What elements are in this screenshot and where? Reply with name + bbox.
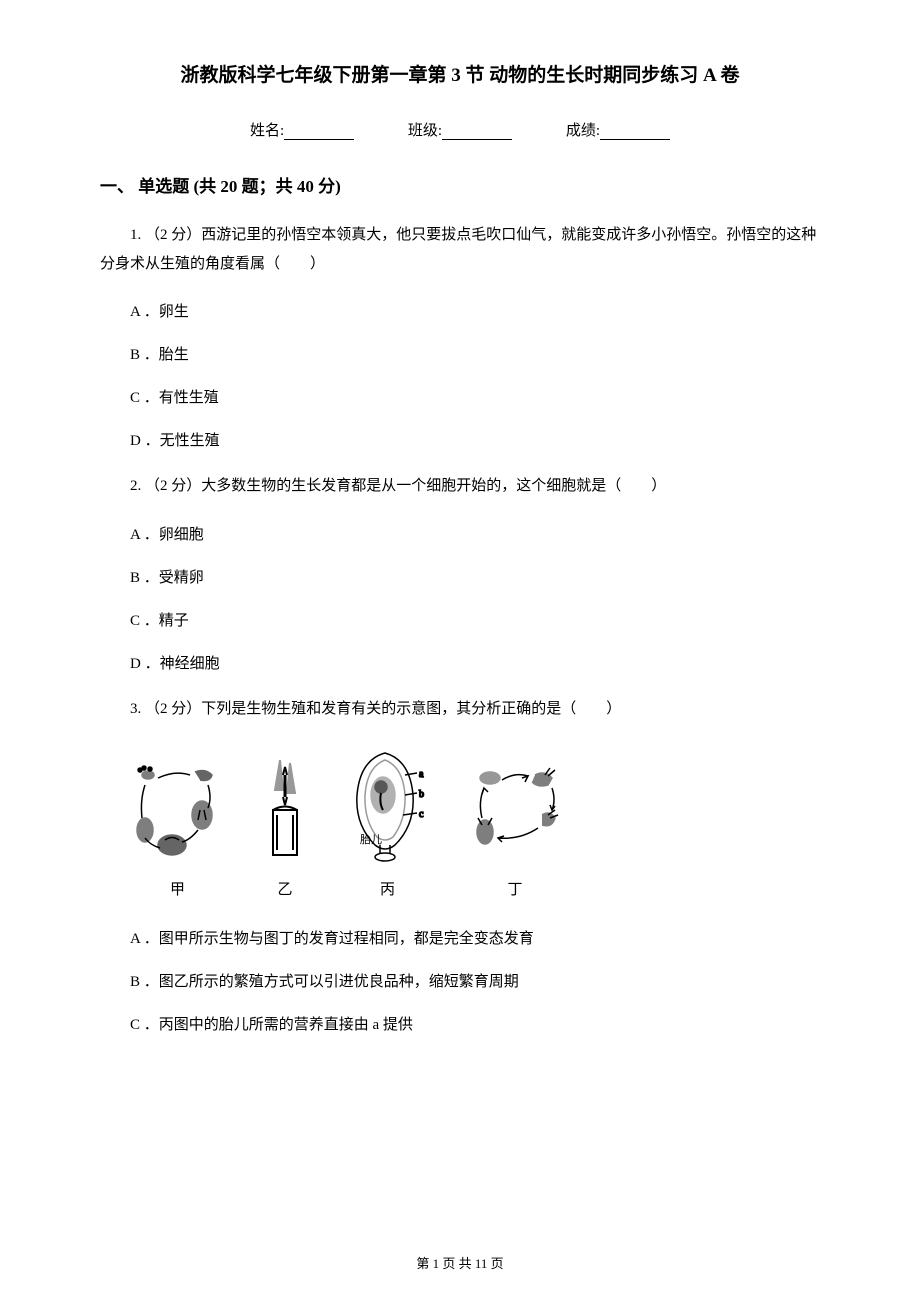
name-label: 姓名: xyxy=(250,119,284,140)
option-3c: C ．丙图中的胎儿所需的营养直接由 a 提供 xyxy=(100,1013,820,1034)
option-2a: A ．卵细胞 xyxy=(100,523,820,544)
class-label: 班级: xyxy=(408,119,442,140)
option-1b: B ．胎生 xyxy=(100,343,820,364)
insect-lifecycle-icon xyxy=(460,760,570,870)
score-label: 成绩: xyxy=(566,119,600,140)
svg-text:c: c xyxy=(419,809,424,820)
question-2: 2. （2 分）大多数生物的生长发育都是从一个细胞开始的，这个细胞就是（ ） xyxy=(100,472,820,501)
grafting-icon xyxy=(255,755,315,870)
option-1d: D ．无性生殖 xyxy=(100,429,820,450)
question-1: 1. （2 分）西游记里的孙悟空本领真大，他只要拔点毛吹口仙气，就能变成许多小孙… xyxy=(100,221,820,278)
option-1c: C ．有性生殖 xyxy=(100,386,820,407)
diagram-yi: 乙 xyxy=(255,755,315,899)
question-text: 大多数生物的生长发育都是从一个细胞开始的，这个细胞就是（ ） xyxy=(201,478,666,494)
section-header: 一、 单选题 (共 20 题；共 40 分) xyxy=(100,172,820,197)
option-3b: B ．图乙所示的繁殖方式可以引进优良品种，缩短繁育周期 xyxy=(100,970,820,991)
question-number: 1. xyxy=(130,227,141,243)
diagram-label-jia: 甲 xyxy=(170,878,185,899)
question-points: （2 分） xyxy=(145,478,201,494)
option-2b: B ．受精卵 xyxy=(100,566,820,587)
diagram-label-ding: 丁 xyxy=(507,878,522,899)
question-points: （2 分） xyxy=(145,701,201,717)
option-2c: C ．精子 xyxy=(100,609,820,630)
fetus-icon: a b c 胎儿 xyxy=(345,745,430,870)
svg-text:a: a xyxy=(419,769,424,780)
page-footer: 第 1 页 共 11 页 xyxy=(0,1253,920,1272)
diagram-jia: 甲 xyxy=(130,760,225,899)
option-2d: D ．神经细胞 xyxy=(100,652,820,673)
score-blank[interactable] xyxy=(600,139,670,140)
option-1a: A ．卵生 xyxy=(100,300,820,321)
student-info-row: 姓名: 班级: 成绩: xyxy=(100,119,820,140)
diagram-container: 甲 乙 xyxy=(130,745,820,899)
question-number: 2. xyxy=(130,478,141,494)
lifecycle-diagram-icon xyxy=(130,760,225,870)
svg-text:胎儿: 胎儿 xyxy=(360,832,382,846)
question-points: （2 分） xyxy=(145,227,201,243)
diagram-bing: a b c 胎儿 丙 xyxy=(345,745,430,899)
name-blank[interactable] xyxy=(284,139,354,140)
class-blank[interactable] xyxy=(442,139,512,140)
question-3: 3. （2 分）下列是生物生殖和发育有关的示意图，其分析正确的是（ ） xyxy=(100,695,820,724)
svg-text:b: b xyxy=(419,789,424,800)
diagram-label-bing: 丙 xyxy=(380,878,395,899)
diagram-label-yi: 乙 xyxy=(277,878,292,899)
question-number: 3. xyxy=(130,701,141,717)
question-text: 下列是生物生殖和发育有关的示意图，其分析正确的是（ ） xyxy=(201,701,621,717)
document-title: 浙教版科学七年级下册第一章第 3 节 动物的生长时期同步练习 A 卷 xyxy=(100,60,820,87)
diagram-ding: 丁 xyxy=(460,760,570,899)
option-3a: A ．图甲所示生物与图丁的发育过程相同，都是完全变态发育 xyxy=(100,927,820,948)
question-text: 西游记里的孙悟空本领真大，他只要拔点毛吹口仙气，就能变成许多小孙悟空。孙悟空的这… xyxy=(100,227,816,272)
